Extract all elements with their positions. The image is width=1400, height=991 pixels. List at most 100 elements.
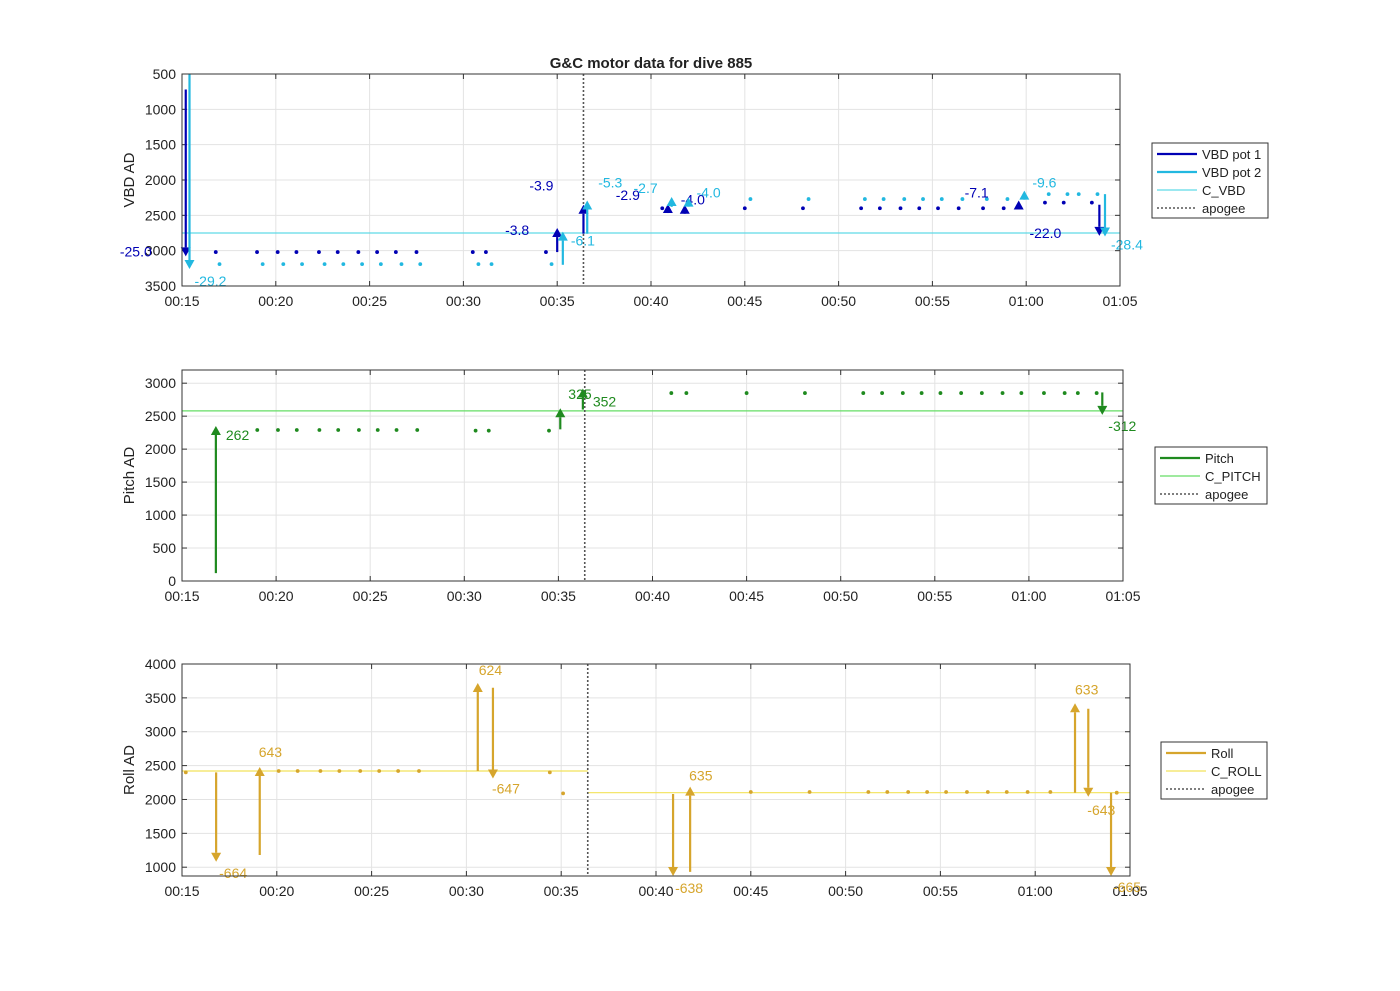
- legend-label: apogee: [1205, 487, 1248, 502]
- data-point: [866, 790, 871, 794]
- legend-label: apogee: [1202, 201, 1245, 216]
- arrow-head: [557, 231, 568, 241]
- panel-1: 00:15 00:20 00:25 00:30 00:35 00:40 00:45 00:50…: [120, 66, 1269, 309]
- data-point: [880, 391, 885, 395]
- data-point: [356, 250, 361, 254]
- arrow-head: [685, 786, 696, 796]
- legend-label: Pitch: [1205, 451, 1234, 466]
- arrow-head: [1106, 867, 1117, 876]
- data-point: [255, 428, 260, 432]
- data-point: [1061, 200, 1066, 205]
- y-tick-label: 3000: [145, 243, 176, 259]
- y-tick-label: 1000: [145, 101, 176, 117]
- data-point: [294, 250, 299, 254]
- x-tick-label: 00:45: [727, 293, 762, 309]
- data-point: [917, 206, 922, 211]
- legend-label: C_PITCH: [1205, 469, 1261, 484]
- arrow-head: [582, 200, 593, 210]
- data-point: [549, 262, 554, 266]
- data-point: [669, 391, 674, 395]
- data-point: [1004, 790, 1009, 794]
- arrow-head: [487, 769, 498, 779]
- arrow-label: -647: [492, 780, 520, 796]
- data-point: [1114, 790, 1119, 795]
- arrow-head: [1097, 405, 1108, 415]
- x-tick-label: 00:15: [164, 293, 199, 309]
- y-axis-label: Pitch AD: [121, 447, 138, 505]
- data-point: [322, 262, 327, 266]
- data-point: [959, 391, 964, 395]
- x-tick-label: 00:45: [733, 883, 768, 899]
- data-point: [275, 250, 280, 254]
- data-point: [902, 197, 907, 201]
- x-tick-label: 00:40: [638, 883, 673, 899]
- y-tick-label: 4000: [145, 656, 176, 672]
- arrow-label: -312: [1108, 418, 1136, 434]
- data-point: [394, 428, 399, 432]
- y-tick-label: 3000: [145, 375, 176, 391]
- data-point: [803, 391, 807, 395]
- arrow-head: [679, 204, 690, 214]
- data-point: [660, 206, 665, 211]
- data-point: [861, 391, 866, 395]
- x-tick-label: 01:05: [1102, 293, 1137, 309]
- arrow-head: [472, 682, 483, 692]
- arrow-label: 643: [259, 744, 283, 760]
- data-point: [414, 250, 419, 254]
- x-tick-label: 00:50: [823, 588, 858, 604]
- y-tick-label: 2500: [145, 408, 176, 424]
- data-point: [547, 428, 551, 433]
- x-tick-label: 00:20: [258, 293, 293, 309]
- data-point: [393, 250, 398, 254]
- x-tick-label: 00:25: [354, 883, 389, 899]
- arrow-label: -9.6: [1032, 175, 1056, 191]
- x-tick-label: 01:05: [1105, 588, 1140, 604]
- data-point: [336, 428, 341, 432]
- data-point: [1001, 206, 1006, 211]
- data-point: [378, 262, 383, 266]
- data-point: [418, 262, 423, 266]
- legend-label: C_ROLL: [1211, 764, 1262, 779]
- panel-3: 00:15 00:20 00:25 00:30 00:35 00:40 00:45 00:50…: [121, 656, 1268, 899]
- y-tick-label: 500: [153, 66, 177, 82]
- y-tick-label: 3000: [145, 724, 176, 740]
- arrow-head: [210, 426, 221, 436]
- data-point: [276, 769, 281, 773]
- arrow-head: [555, 408, 566, 418]
- legend-box: [1151, 142, 1269, 219]
- y-axis-label: Roll AD: [121, 745, 138, 795]
- x-tick-label: 00:25: [352, 293, 387, 309]
- arrow-label: -22.0: [1029, 225, 1061, 241]
- arrow-label: -2.9: [616, 187, 640, 203]
- x-tick-label: 00:30: [449, 883, 484, 899]
- y-tick-label: 1000: [145, 859, 176, 875]
- x-tick-label: 00:40: [635, 588, 670, 604]
- arrow-label: -3.9: [529, 178, 553, 194]
- arrow-label: 624: [479, 662, 503, 678]
- data-point: [919, 391, 924, 395]
- data-point: [1065, 192, 1070, 197]
- arrow-label: 262: [226, 427, 250, 443]
- arrow-label: 633: [1075, 681, 1099, 697]
- data-point: [473, 428, 478, 433]
- arrow-head: [1019, 190, 1030, 200]
- y-tick-label: 2000: [145, 172, 176, 188]
- data-point: [898, 206, 903, 211]
- arrow-head: [254, 766, 265, 776]
- x-tick-label: 00:20: [259, 883, 294, 899]
- legend-label: C_VBD: [1202, 183, 1245, 198]
- arrow-head: [552, 228, 563, 238]
- y-axis-label: VBD AD: [121, 152, 138, 207]
- data-point: [1025, 790, 1030, 794]
- arrow-head: [180, 247, 191, 257]
- x-tick-label: 00:15: [164, 883, 199, 899]
- y-tick-label: 3500: [145, 278, 176, 294]
- data-point: [484, 250, 488, 254]
- arrow-label: -6.1: [571, 233, 595, 249]
- y-tick-label: 0: [168, 573, 176, 589]
- data-point: [375, 250, 380, 254]
- arrow-head: [666, 196, 677, 206]
- x-tick-label: 00:30: [447, 588, 482, 604]
- x-tick-label: 00:45: [729, 588, 764, 604]
